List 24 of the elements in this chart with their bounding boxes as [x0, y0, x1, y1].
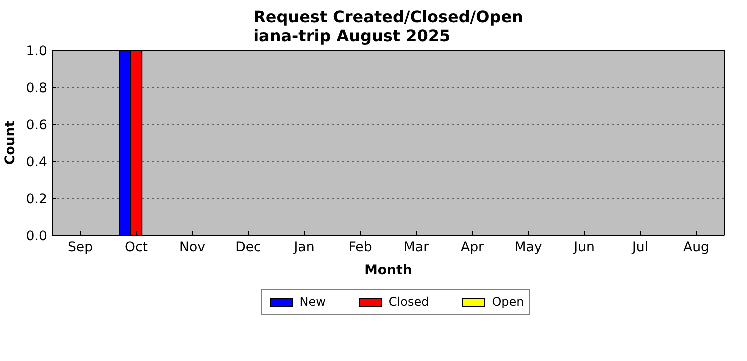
y-tick-label: 0.2	[26, 192, 48, 208]
chart-title: Request Created/Closed/Open iana-trip August 2025	[254, 8, 524, 46]
x-tick-label: Oct	[124, 240, 148, 256]
x-axis-title: Month	[364, 264, 412, 278]
x-tick-label: Dec	[236, 240, 262, 256]
legend-label: New	[300, 295, 326, 309]
y-tick-label: 0.0	[26, 230, 48, 244]
x-tick-label: Mar	[404, 240, 430, 256]
x-tick-label: Jan	[293, 240, 315, 256]
x-tick-label: Jul	[631, 240, 649, 256]
x-tick-label: May	[514, 240, 542, 256]
x-tick-label: Apr	[460, 240, 485, 256]
legend-label: Closed	[388, 295, 430, 309]
x-tick-label: Sep	[68, 240, 94, 256]
x-tick-label: Aug	[683, 240, 710, 256]
x-tick-label: Feb	[348, 240, 372, 256]
y-tick-label: 0.4	[26, 156, 48, 170]
y-tick-label: 1.0	[26, 44, 48, 60]
y-axis-title: Count	[3, 120, 18, 166]
x-tick-label: Nov	[179, 240, 206, 256]
y-tick-label: 0.8	[26, 82, 48, 96]
x-tick-label: Jun	[573, 240, 595, 256]
y-tick-label: 0.6	[26, 118, 48, 134]
legend-label: Open	[492, 295, 524, 309]
